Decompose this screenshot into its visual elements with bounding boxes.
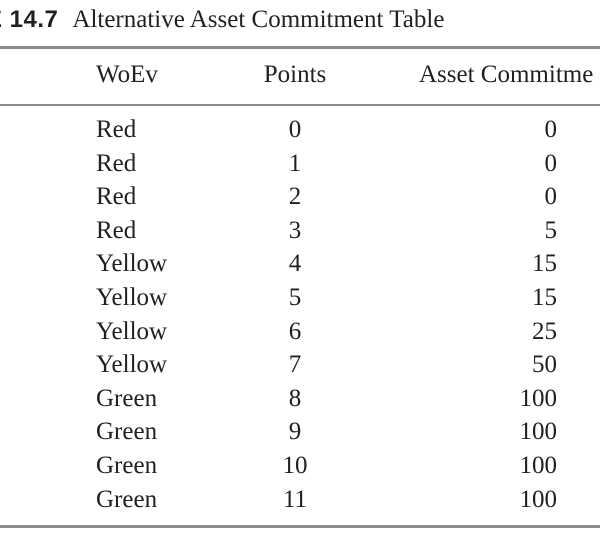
cell-woev: Yellow xyxy=(96,318,168,345)
cell-points: 10 xyxy=(282,452,308,479)
cell-points: 3 xyxy=(288,217,302,244)
cell-woev: Yellow xyxy=(96,284,168,311)
cell-asset-commitment: 0 xyxy=(544,183,558,210)
cell-woev: Yellow xyxy=(96,351,168,378)
table-title: Alternative Asset Commitment Table xyxy=(72,6,445,33)
cell-points: 1 xyxy=(288,150,302,177)
cell-points: 0 xyxy=(288,116,302,143)
cell-points: 11 xyxy=(282,486,308,513)
cell-asset-commitment: 0 xyxy=(544,150,558,177)
cell-woev: Green xyxy=(96,486,158,513)
cell-points: 2 xyxy=(288,183,302,210)
cell-points: 8 xyxy=(288,385,302,412)
bottom-rule xyxy=(0,525,600,528)
cell-asset-commitment: 15 xyxy=(532,284,557,311)
cell-asset-commitment: 0 xyxy=(544,116,558,143)
cell-points: 7 xyxy=(288,351,302,378)
cell-woev: Green xyxy=(96,418,158,445)
header-points: Points xyxy=(263,61,327,88)
header-woev: WoEv xyxy=(96,61,158,88)
cell-asset-commitment: 5 xyxy=(544,217,558,244)
cell-asset-commitment: 25 xyxy=(532,318,557,345)
table-label: E 14.7 xyxy=(0,6,59,33)
cell-woev: Green xyxy=(96,385,158,412)
cell-points: 5 xyxy=(288,284,302,311)
cell-woev: Red xyxy=(96,217,137,244)
cell-asset-commitment: 100 xyxy=(519,385,558,412)
top-rule xyxy=(0,46,600,49)
cell-woev: Red xyxy=(96,183,137,210)
cell-asset-commitment: 15 xyxy=(532,250,557,277)
cell-woev: Green xyxy=(96,452,158,479)
cell-points: 6 xyxy=(288,318,302,345)
table-caption: E 14.7 Alternative Asset Commitment Table xyxy=(0,5,444,35)
cell-woev: Red xyxy=(96,116,137,143)
header-asset-commitment: Asset Commitme xyxy=(419,61,594,88)
cell-woev: Red xyxy=(96,150,137,177)
cell-asset-commitment: 50 xyxy=(532,351,557,378)
cell-asset-commitment: 100 xyxy=(519,418,558,445)
header-rule xyxy=(0,104,600,106)
cell-points: 9 xyxy=(288,418,302,445)
cell-points: 4 xyxy=(288,250,302,277)
cell-asset-commitment: 100 xyxy=(519,452,558,479)
cell-asset-commitment: 100 xyxy=(519,486,558,513)
cell-woev: Yellow xyxy=(96,250,168,277)
